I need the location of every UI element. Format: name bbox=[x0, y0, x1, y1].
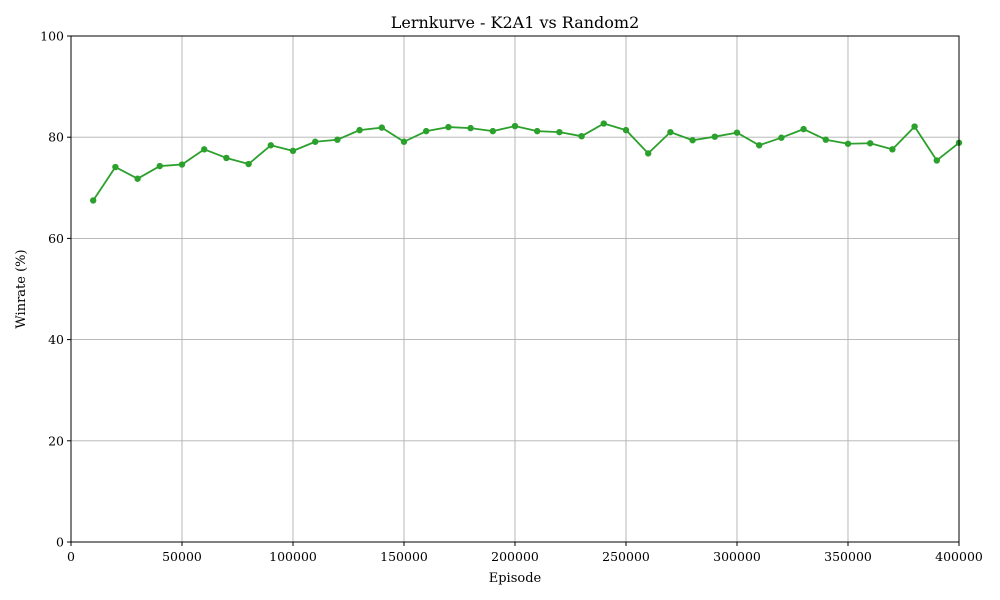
x-tick-label: 300000 bbox=[713, 549, 761, 564]
data-point bbox=[289, 147, 297, 155]
x-tick-label: 400000 bbox=[935, 549, 983, 564]
y-tick-label: 100 bbox=[40, 29, 64, 44]
x-axis-label: Episode bbox=[489, 571, 542, 586]
y-tick-label: 20 bbox=[48, 433, 64, 448]
data-point bbox=[356, 126, 363, 134]
y-tick-label: 60 bbox=[48, 231, 64, 246]
y-axis-label: Winrate (%) bbox=[14, 249, 29, 328]
data-point bbox=[889, 146, 896, 153]
data-point bbox=[489, 127, 496, 135]
x-tick-label: 150000 bbox=[380, 549, 428, 564]
data-point bbox=[822, 136, 829, 143]
data-point bbox=[178, 161, 186, 168]
grid-lines bbox=[70, 35, 960, 543]
x-tick-label: 0 bbox=[67, 549, 75, 564]
data-point bbox=[844, 140, 852, 147]
data-point bbox=[756, 142, 763, 149]
x-tick-label: 200000 bbox=[491, 549, 539, 564]
data-point bbox=[933, 157, 940, 164]
data-point bbox=[733, 129, 741, 136]
tick-group: 0 50000 100000 150000 200000 250000 300000 3500… bbox=[40, 29, 983, 565]
data-point bbox=[711, 133, 718, 140]
data-point bbox=[467, 124, 474, 132]
data-point bbox=[534, 127, 541, 135]
data-point bbox=[867, 140, 874, 147]
data-point bbox=[245, 160, 252, 168]
data-point bbox=[267, 142, 274, 149]
series-group bbox=[90, 120, 963, 204]
data-point bbox=[622, 126, 630, 134]
data-point bbox=[911, 123, 918, 130]
data-point bbox=[400, 138, 408, 145]
data-point bbox=[223, 154, 230, 162]
data-point bbox=[778, 134, 785, 141]
data-point bbox=[423, 127, 430, 135]
data-point bbox=[378, 124, 385, 131]
data-point bbox=[90, 197, 97, 204]
series-line bbox=[92, 122, 960, 201]
data-point bbox=[156, 162, 163, 170]
data-point bbox=[645, 150, 652, 157]
data-point bbox=[312, 138, 319, 145]
data-point bbox=[134, 175, 141, 182]
data-point bbox=[600, 120, 607, 127]
data-point bbox=[667, 128, 674, 136]
x-tick-label: 350000 bbox=[824, 549, 872, 564]
data-point bbox=[445, 123, 452, 131]
data-point bbox=[511, 122, 519, 130]
data-point bbox=[689, 137, 696, 144]
y-tick-label: 40 bbox=[48, 332, 64, 347]
x-tick-label: 250000 bbox=[602, 549, 650, 564]
data-point bbox=[556, 128, 563, 136]
data-point bbox=[578, 132, 585, 140]
chart-title: Lernkurve - K2A1 vs Random2 bbox=[391, 13, 640, 32]
data-point bbox=[800, 125, 807, 133]
x-tick-label: 50000 bbox=[162, 549, 202, 564]
data-point bbox=[334, 136, 341, 143]
data-point bbox=[201, 146, 208, 153]
data-point bbox=[112, 163, 119, 171]
x-tick-label: 100000 bbox=[269, 549, 317, 564]
y-tick-label: 80 bbox=[48, 130, 64, 145]
y-tick-label: 0 bbox=[56, 535, 64, 550]
